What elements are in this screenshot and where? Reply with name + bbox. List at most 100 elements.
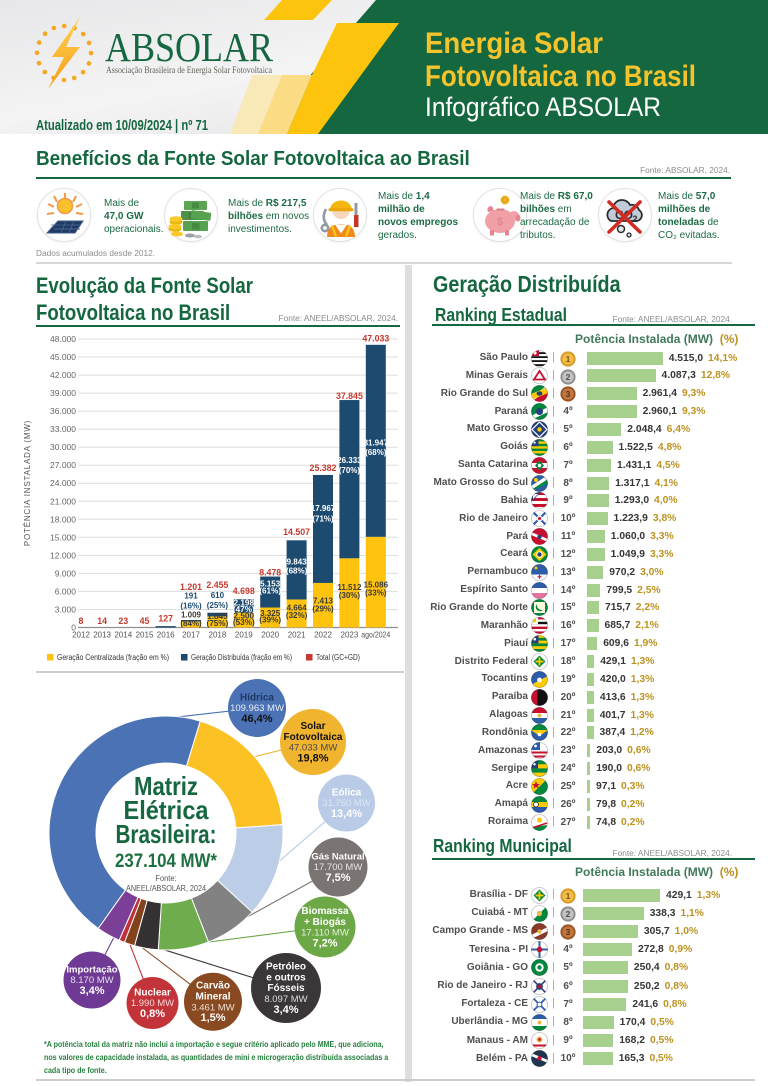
- svg-text:Atualizado em 10/09/2024 | nº: Atualizado em 10/09/2024 | nº 71: [36, 118, 208, 134]
- svg-text:4.698: 4.698: [233, 586, 255, 596]
- svg-text:2020: 2020: [261, 631, 279, 640]
- svg-text:0,8%: 0,8%: [140, 1008, 165, 1020]
- svg-text:47.033 MW: 47.033 MW: [289, 743, 338, 754]
- svg-text:17.110 MW: 17.110 MW: [301, 928, 349, 939]
- svg-text:6.000: 6.000: [55, 586, 77, 596]
- svg-text:8.097 MW: 8.097 MW: [264, 994, 307, 1005]
- svg-text:24.000: 24.000: [50, 478, 76, 488]
- svg-text:Eólica: Eólica: [332, 787, 362, 798]
- svg-text:2: 2: [633, 214, 638, 224]
- svg-text:33.000: 33.000: [50, 424, 76, 434]
- svg-text:1: 1: [566, 354, 571, 364]
- svg-text:191: 191: [184, 592, 198, 601]
- svg-text:2017: 2017: [182, 631, 200, 640]
- svg-text:2.198: 2.198: [234, 599, 255, 608]
- svg-text:3: 3: [566, 389, 571, 399]
- svg-text:Infográfico ABSOLAR: Infográfico ABSOLAR: [425, 92, 661, 122]
- svg-text:Solar: Solar: [300, 721, 325, 732]
- svg-text:45: 45: [140, 616, 150, 626]
- svg-text:19,8%: 19,8%: [297, 752, 328, 764]
- svg-text:1.009: 1.009: [181, 611, 202, 620]
- svg-text:POTÊNCIA INSTALADA (MW): POTÊNCIA INSTALADA (MW): [23, 420, 32, 546]
- svg-text:11.512: 11.512: [337, 583, 362, 592]
- svg-text:Elétrica: Elétrica: [124, 795, 209, 825]
- svg-text:(61%): (61%): [259, 587, 281, 596]
- svg-text:31.947: 31.947: [364, 439, 389, 448]
- svg-text:2: 2: [566, 372, 571, 382]
- svg-text:(16%): (16%): [180, 602, 202, 611]
- svg-text:Biomassa: Biomassa: [301, 906, 349, 917]
- svg-text:e outros: e outros: [266, 972, 306, 983]
- svg-text:3.325: 3.325: [260, 609, 281, 618]
- svg-text:Nuclear: Nuclear: [134, 987, 171, 998]
- svg-text:3.461 MW: 3.461 MW: [191, 1002, 234, 1013]
- svg-text:26.333: 26.333: [337, 456, 362, 465]
- svg-text:Petróleo: Petróleo: [266, 962, 306, 973]
- svg-text:9.843: 9.843: [287, 558, 308, 567]
- svg-text:1,5%: 1,5%: [200, 1012, 225, 1024]
- svg-text:Fonte:: Fonte:: [156, 874, 177, 883]
- svg-text:2023: 2023: [341, 631, 359, 640]
- svg-text:(25%): (25%): [207, 601, 229, 610]
- svg-text:2015: 2015: [136, 631, 154, 640]
- svg-text:(39%): (39%): [259, 616, 281, 625]
- svg-text:1.201: 1.201: [180, 582, 202, 592]
- svg-text:3.000: 3.000: [55, 605, 77, 615]
- svg-text:42.000: 42.000: [50, 370, 76, 380]
- svg-text:ago/2024: ago/2024: [361, 631, 390, 640]
- svg-text:2: 2: [566, 909, 571, 919]
- svg-text:$: $: [497, 216, 503, 228]
- svg-text:21.000: 21.000: [50, 496, 76, 506]
- svg-text:2012: 2012: [72, 631, 90, 640]
- svg-text:2014: 2014: [114, 631, 132, 640]
- svg-text:9.000: 9.000: [55, 568, 77, 578]
- svg-text:3,4%: 3,4%: [79, 985, 104, 997]
- svg-text:Carvão: Carvão: [196, 981, 230, 992]
- svg-text:Associação Brasileira de Energ: Associação Brasileira de Energia Solar F…: [106, 65, 272, 75]
- svg-text:3: 3: [566, 927, 571, 937]
- svg-text:Total (GC+GD): Total (GC+GD): [316, 653, 360, 662]
- svg-text:14.507: 14.507: [283, 527, 310, 537]
- svg-text:610: 610: [211, 591, 225, 600]
- svg-text:Brasileira:: Brasileira:: [116, 819, 217, 849]
- svg-text:Gás Natural: Gás Natural: [311, 851, 364, 862]
- svg-text:46,4%: 46,4%: [241, 713, 272, 725]
- svg-text:1.990 MW: 1.990 MW: [131, 998, 174, 1009]
- svg-text:17.967: 17.967: [311, 504, 336, 513]
- svg-text:13,4%: 13,4%: [331, 808, 362, 820]
- svg-text:2022: 2022: [314, 631, 332, 640]
- svg-text:Matriz: Matriz: [134, 771, 198, 801]
- svg-text:(75%): (75%): [206, 619, 228, 628]
- svg-text:2013: 2013: [93, 631, 111, 640]
- svg-text:1: 1: [566, 891, 571, 901]
- svg-text:2.455: 2.455: [206, 580, 228, 590]
- svg-text:36.000: 36.000: [50, 406, 76, 416]
- svg-text:2016: 2016: [157, 631, 175, 640]
- svg-text:(70%): (70%): [339, 466, 361, 475]
- svg-text:ABSOLAR: ABSOLAR: [105, 24, 274, 70]
- svg-text:5.153: 5.153: [260, 580, 281, 589]
- svg-text:2.500: 2.500: [234, 612, 255, 621]
- svg-text:127: 127: [158, 614, 173, 624]
- svg-text:7,2%: 7,2%: [312, 937, 337, 949]
- svg-text:(29%): (29%): [312, 605, 334, 614]
- svg-text:48.000: 48.000: [50, 334, 76, 344]
- svg-text:30.000: 30.000: [50, 442, 76, 452]
- svg-text:31.750 MW: 31.750 MW: [322, 798, 371, 809]
- svg-text:2021: 2021: [288, 631, 306, 640]
- svg-text:Fotovoltaica: Fotovoltaica: [284, 732, 343, 743]
- svg-text:Fotovoltaica no Brasil: Fotovoltaica no Brasil: [425, 60, 696, 93]
- svg-text:Energia Solar: Energia Solar: [425, 27, 603, 60]
- svg-text:15.086: 15.086: [364, 581, 389, 590]
- svg-text:ANEEL/ABSOLAR, 2024: ANEEL/ABSOLAR, 2024: [126, 884, 207, 893]
- svg-text:Geração Centralizada (fração e: Geração Centralizada (fração em %): [57, 653, 169, 662]
- svg-text:27.000: 27.000: [50, 460, 76, 470]
- svg-text:12.000: 12.000: [50, 550, 76, 560]
- svg-text:8.170 MW: 8.170 MW: [70, 975, 113, 986]
- svg-text:4.664: 4.664: [287, 604, 308, 613]
- svg-text:37.845: 37.845: [336, 391, 363, 401]
- svg-text:Importação: Importação: [66, 964, 117, 975]
- svg-text:2019: 2019: [235, 631, 253, 640]
- svg-text:109.963 MW: 109.963 MW: [230, 703, 284, 714]
- svg-text:(68%): (68%): [286, 567, 308, 576]
